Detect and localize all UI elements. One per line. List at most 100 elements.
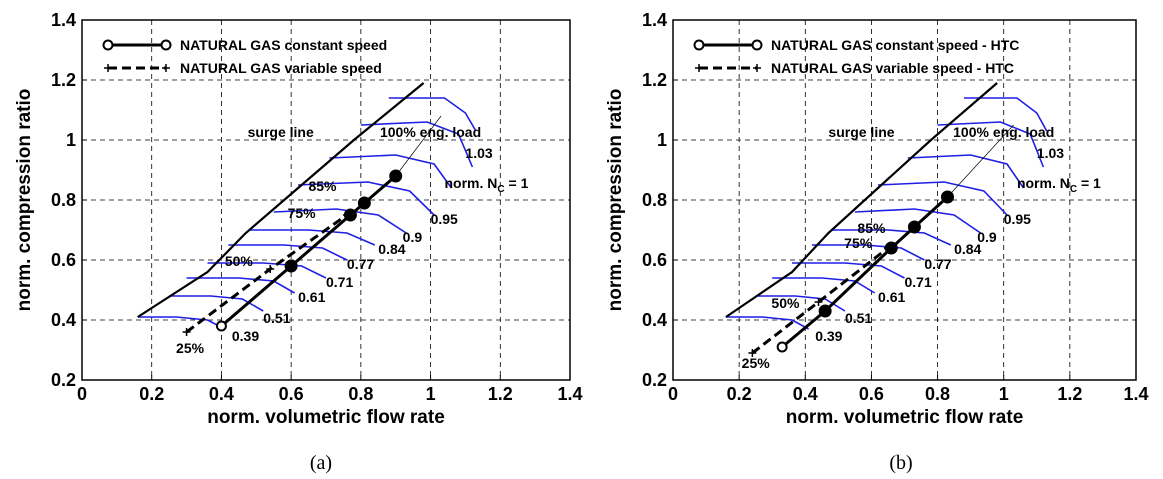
nc-prefix: norm. N (1017, 175, 1070, 191)
nc-subscript: C (497, 184, 504, 195)
speed-nc-label: norm. NC = 1 (445, 175, 529, 195)
speed-curve (388, 97, 477, 132)
speed-label: 0.61 (878, 289, 905, 305)
speed-curve (329, 154, 453, 189)
x-axis-label: norm. volumetric flow rate (207, 407, 445, 428)
legend-entry: NATURAL GAS variable speed - HTC (771, 60, 1014, 76)
x-tick-label: 0.8 (925, 384, 950, 404)
load-percent-label: 25% (176, 340, 205, 356)
surge-line (725, 82, 998, 318)
data-point-circle (215, 320, 227, 332)
speed-label: 0.84 (954, 241, 981, 257)
speed-label: 0.39 (815, 328, 842, 344)
load-percent-label: 75% (288, 205, 317, 221)
speed-curve (207, 262, 327, 279)
legend-entry: NATURAL GAS constant speed (180, 37, 387, 53)
speed-curve (169, 295, 264, 312)
load-percent-label: 50% (225, 253, 254, 269)
y-tick-label: 0.4 (642, 310, 667, 330)
legend-marker (693, 39, 705, 51)
nc-prefix: norm. N (445, 175, 498, 191)
nc-suffix: = 1 (1077, 175, 1101, 191)
x-tick-label: 0.2 (727, 384, 752, 404)
legend: NATURAL GAS constant speed NATURAL GAS va… (102, 37, 387, 76)
data-point-circle (907, 220, 921, 234)
y-tick-label: 0.8 (51, 190, 76, 210)
y-tick-label: 1.2 (51, 70, 76, 90)
x-tick-label: 0 (77, 384, 87, 404)
speed-curve (137, 316, 226, 330)
speed-label: 1.03 (465, 145, 492, 161)
x-tick-label: 0.6 (859, 384, 884, 404)
series-line-variable-speed (751, 246, 889, 355)
legend: NATURAL GAS constant speed - HTC NATURAL … (693, 37, 1019, 76)
speed-label: 0.9 (403, 229, 423, 245)
data-point-plus (342, 211, 351, 219)
legend-marker (102, 39, 114, 51)
speed-label: 0.51 (263, 310, 290, 326)
speed-label: 0.95 (431, 211, 458, 227)
speed-curve (360, 121, 474, 168)
speed-label: 0.71 (326, 274, 353, 290)
x-tick-label: 1.2 (488, 384, 513, 404)
legend-entry: NATURAL GAS variable speed (180, 60, 382, 76)
speed-nc-label: norm. NC = 1 (1017, 175, 1101, 195)
speed-curve (249, 229, 376, 246)
load-line (947, 124, 1014, 198)
load-percent-label: 85% (308, 178, 337, 194)
speed-curve (964, 97, 1048, 132)
y-tick-label: 1 (66, 130, 76, 150)
data-point-circle (284, 259, 298, 273)
y-tick-label: 0.6 (51, 250, 76, 270)
nc-subscript: C (1070, 184, 1077, 195)
speed-label: 0.77 (347, 256, 374, 272)
data-point-plus (748, 349, 757, 357)
legend-marker (160, 39, 172, 51)
y-axis-label: norm. compression ratio (14, 89, 35, 312)
y-tick-label: 0.6 (642, 250, 667, 270)
x-tick-label: 0.6 (279, 384, 304, 404)
data-point-plus (182, 328, 191, 336)
load-percent-label: 75% (844, 235, 873, 251)
data-point-plus (883, 244, 892, 252)
legend-marker (751, 39, 763, 51)
load-percent-label: 85% (857, 220, 886, 236)
y-tick-label: 1.2 (642, 70, 667, 90)
speed-curve (854, 208, 982, 234)
legend-marker (753, 64, 761, 72)
speed-curve (725, 316, 809, 330)
data-point-plus (266, 265, 275, 273)
legend-entry: NATURAL GAS constant speed - HTC (771, 37, 1019, 53)
x-tick-label: 0.2 (139, 384, 164, 404)
chart-panel-b: 0 0.2 0.4 0.6 0.8 1 1.2 1.40.20.40.60.811.21.4n… (605, 10, 1149, 474)
y-axis-label: norm. compression ratio (605, 89, 626, 312)
chart-panel-a: 0 0.2 0.4 0.6 0.8 1 1.2 1.40.20.40.60.811.21.4n… (14, 10, 583, 474)
speed-curve (755, 295, 846, 312)
speed-curve (298, 181, 435, 216)
speed-curve (792, 262, 905, 279)
speed-curve (811, 244, 925, 261)
speed-label: 0.61 (298, 289, 325, 305)
legend-marker (104, 64, 112, 72)
speed-label: 0.51 (845, 310, 872, 326)
data-point-circle (776, 341, 788, 353)
x-tick-label: 0.4 (209, 384, 234, 404)
data-point-circle (389, 169, 403, 183)
y-tick-label: 0.4 (51, 310, 76, 330)
speed-label: 0.84 (378, 241, 405, 257)
legend-marker (695, 64, 703, 72)
load-100-label: 100% eng. load (953, 124, 1054, 140)
x-tick-label: 1 (999, 384, 1009, 404)
speed-curve (831, 229, 952, 246)
speed-curve (772, 277, 876, 294)
load-percent-label: 25% (742, 355, 771, 371)
data-point-circle (818, 304, 832, 318)
surge-line-label: surge line (828, 124, 894, 140)
nc-suffix: = 1 (505, 175, 529, 191)
surge-line-label: surge line (248, 124, 314, 140)
y-tick-label: 0.2 (642, 370, 667, 390)
x-tick-label: 1.4 (557, 384, 582, 404)
x-tick-label: 1 (426, 384, 436, 404)
speed-label: 0.9 (977, 229, 997, 245)
